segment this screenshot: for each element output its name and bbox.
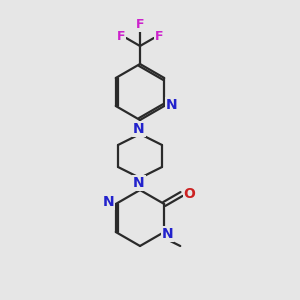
Text: F: F	[154, 31, 163, 44]
Text: N: N	[161, 227, 173, 241]
Text: N: N	[133, 176, 145, 190]
Text: O: O	[184, 187, 196, 201]
Text: F: F	[136, 19, 144, 32]
Text: N: N	[165, 98, 177, 112]
Text: N: N	[133, 122, 145, 136]
Text: F: F	[117, 31, 125, 44]
Text: N: N	[103, 195, 115, 209]
